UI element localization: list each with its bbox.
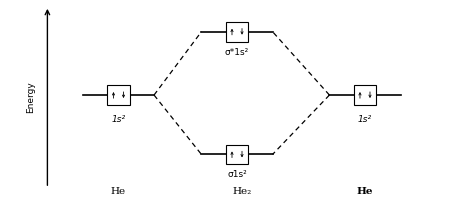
Text: He: He [111, 187, 126, 196]
Text: 1s²: 1s² [358, 115, 372, 124]
Bar [354, 85, 376, 105]
Text: Energy: Energy [27, 81, 35, 113]
Bar [226, 145, 248, 164]
Text: He₂: He₂ [232, 187, 251, 196]
Text: σ*1s²: σ*1s² [225, 48, 249, 56]
Bar [107, 85, 130, 105]
Text: He: He [357, 187, 373, 196]
Text: σ1s²: σ1s² [227, 170, 247, 179]
Bar [226, 22, 248, 42]
Text: 1s²: 1s² [111, 115, 126, 124]
